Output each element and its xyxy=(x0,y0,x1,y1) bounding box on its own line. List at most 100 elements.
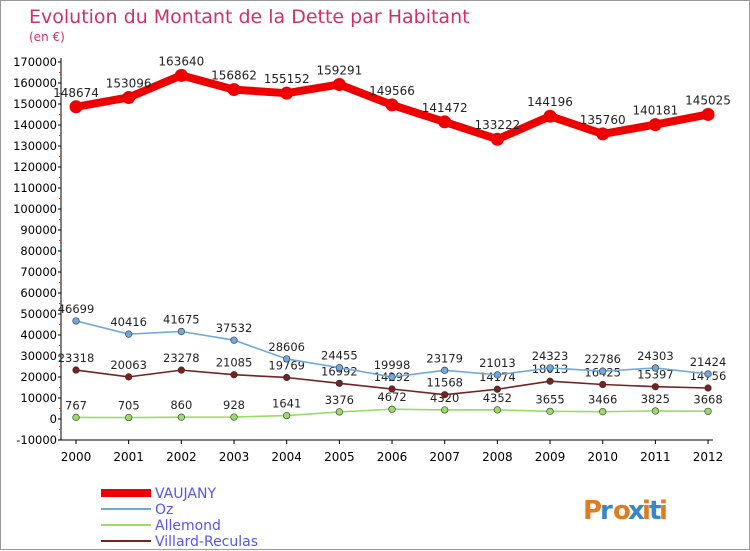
y-tick-label: 50000 xyxy=(20,307,57,321)
data-point xyxy=(283,411,291,420)
data-point xyxy=(490,132,504,146)
data-point xyxy=(388,385,396,393)
logo-letter: t xyxy=(649,496,661,526)
y-tick-label: 100000 xyxy=(13,202,57,216)
data-label: 11568 xyxy=(426,376,463,390)
data-label: 28606 xyxy=(268,340,305,354)
data-label: 155152 xyxy=(264,72,310,86)
data-point xyxy=(177,413,185,421)
data-point xyxy=(283,355,291,363)
data-point xyxy=(174,68,188,82)
data-point xyxy=(332,77,346,91)
y-tick-label: 160000 xyxy=(13,76,57,90)
x-tick-label: 2007 xyxy=(429,450,460,464)
data-label: 3466 xyxy=(588,393,617,407)
data-label: 3655 xyxy=(535,392,564,406)
data-point xyxy=(125,373,133,381)
data-point xyxy=(230,413,238,421)
legend-label: Villard-Reculas xyxy=(155,534,258,550)
y-tick-label: 60000 xyxy=(20,286,57,300)
x-tick-label: 2005 xyxy=(324,450,355,464)
data-label: 3825 xyxy=(641,392,670,406)
data-label: 4352 xyxy=(483,391,512,405)
logo-letter: P xyxy=(583,496,602,526)
data-point xyxy=(546,377,554,385)
x-tick-label: 2002 xyxy=(166,450,197,464)
data-point xyxy=(648,118,662,132)
data-label: 153096 xyxy=(106,76,152,90)
y-tick-label: 140000 xyxy=(13,118,57,132)
y-tick-label: 0 xyxy=(50,412,57,426)
y-tick-label: 90000 xyxy=(20,223,57,237)
data-label: 23278 xyxy=(163,351,200,365)
data-point xyxy=(651,383,659,391)
data-point xyxy=(701,107,715,121)
logo-letter: i xyxy=(659,496,668,526)
data-label: 928 xyxy=(223,398,245,412)
data-point xyxy=(596,127,610,141)
data-label: 22786 xyxy=(584,352,621,366)
data-label: 145025 xyxy=(685,93,731,107)
data-point xyxy=(69,100,83,114)
data-label: 46699 xyxy=(58,302,95,316)
data-label: 133222 xyxy=(474,118,520,132)
y-tick-label: 120000 xyxy=(13,160,57,174)
y-tick-label: -10000 xyxy=(16,433,57,447)
data-point xyxy=(599,367,607,375)
data-label: 163640 xyxy=(158,54,204,68)
data-point xyxy=(335,364,343,372)
x-tick-label: 2001 xyxy=(113,450,144,464)
y-tick-label: 70000 xyxy=(20,265,57,279)
data-point xyxy=(385,98,399,112)
y-tick-label: 40000 xyxy=(20,328,57,342)
data-point xyxy=(388,405,396,413)
data-point xyxy=(122,90,136,104)
data-point xyxy=(546,364,554,372)
data-label: 148674 xyxy=(53,86,99,100)
y-tick-label: 170000 xyxy=(13,55,57,69)
data-label: 135760 xyxy=(580,113,626,127)
x-tick-label: 2003 xyxy=(219,450,250,464)
data-label: 37532 xyxy=(216,321,253,335)
data-label: 19998 xyxy=(374,358,411,372)
data-point xyxy=(230,371,238,379)
data-point xyxy=(335,408,343,416)
data-point xyxy=(230,336,238,344)
data-point xyxy=(72,366,80,374)
series-allemond: 7677058609281641337646724320435236553466… xyxy=(65,390,723,422)
data-label: 767 xyxy=(65,398,87,412)
x-tick-label: 2010 xyxy=(587,450,618,464)
x-tick-label: 2011 xyxy=(640,450,671,464)
data-point xyxy=(546,407,554,415)
data-label: 15397 xyxy=(637,368,674,382)
data-point xyxy=(335,379,343,387)
data-label: 156862 xyxy=(211,69,257,83)
data-label: 141472 xyxy=(422,101,468,115)
data-point xyxy=(651,407,659,415)
y-tick-label: 110000 xyxy=(13,181,57,195)
series-oz: 46699 40416 41675 37532 28606 24455 19998 23179… xyxy=(58,302,726,381)
data-label: 3668 xyxy=(693,392,722,406)
y-tick-label: 80000 xyxy=(20,244,57,258)
data-label: 3376 xyxy=(325,393,354,407)
logo-letter: r xyxy=(600,496,613,526)
data-point xyxy=(227,83,241,97)
data-point xyxy=(543,109,557,123)
data-point xyxy=(283,373,291,382)
y-tick-label: 10000 xyxy=(20,391,57,405)
data-label: 40416 xyxy=(110,315,147,329)
data-label: 23179 xyxy=(426,351,463,365)
series-villard-reculas: 2331820063232782108519769169921429211568… xyxy=(58,351,726,399)
chart-title: Evolution du Montant de la Dette par Hab… xyxy=(29,6,470,28)
data-label: 149566 xyxy=(369,84,415,98)
data-label: 20063 xyxy=(110,358,147,372)
logo-letter: o xyxy=(613,496,631,526)
data-label: 1641 xyxy=(272,397,301,411)
logo-letter: x xyxy=(628,496,645,526)
data-point xyxy=(177,366,185,374)
x-tick-label: 2012 xyxy=(693,450,724,464)
y-tick-label: 150000 xyxy=(13,97,57,111)
